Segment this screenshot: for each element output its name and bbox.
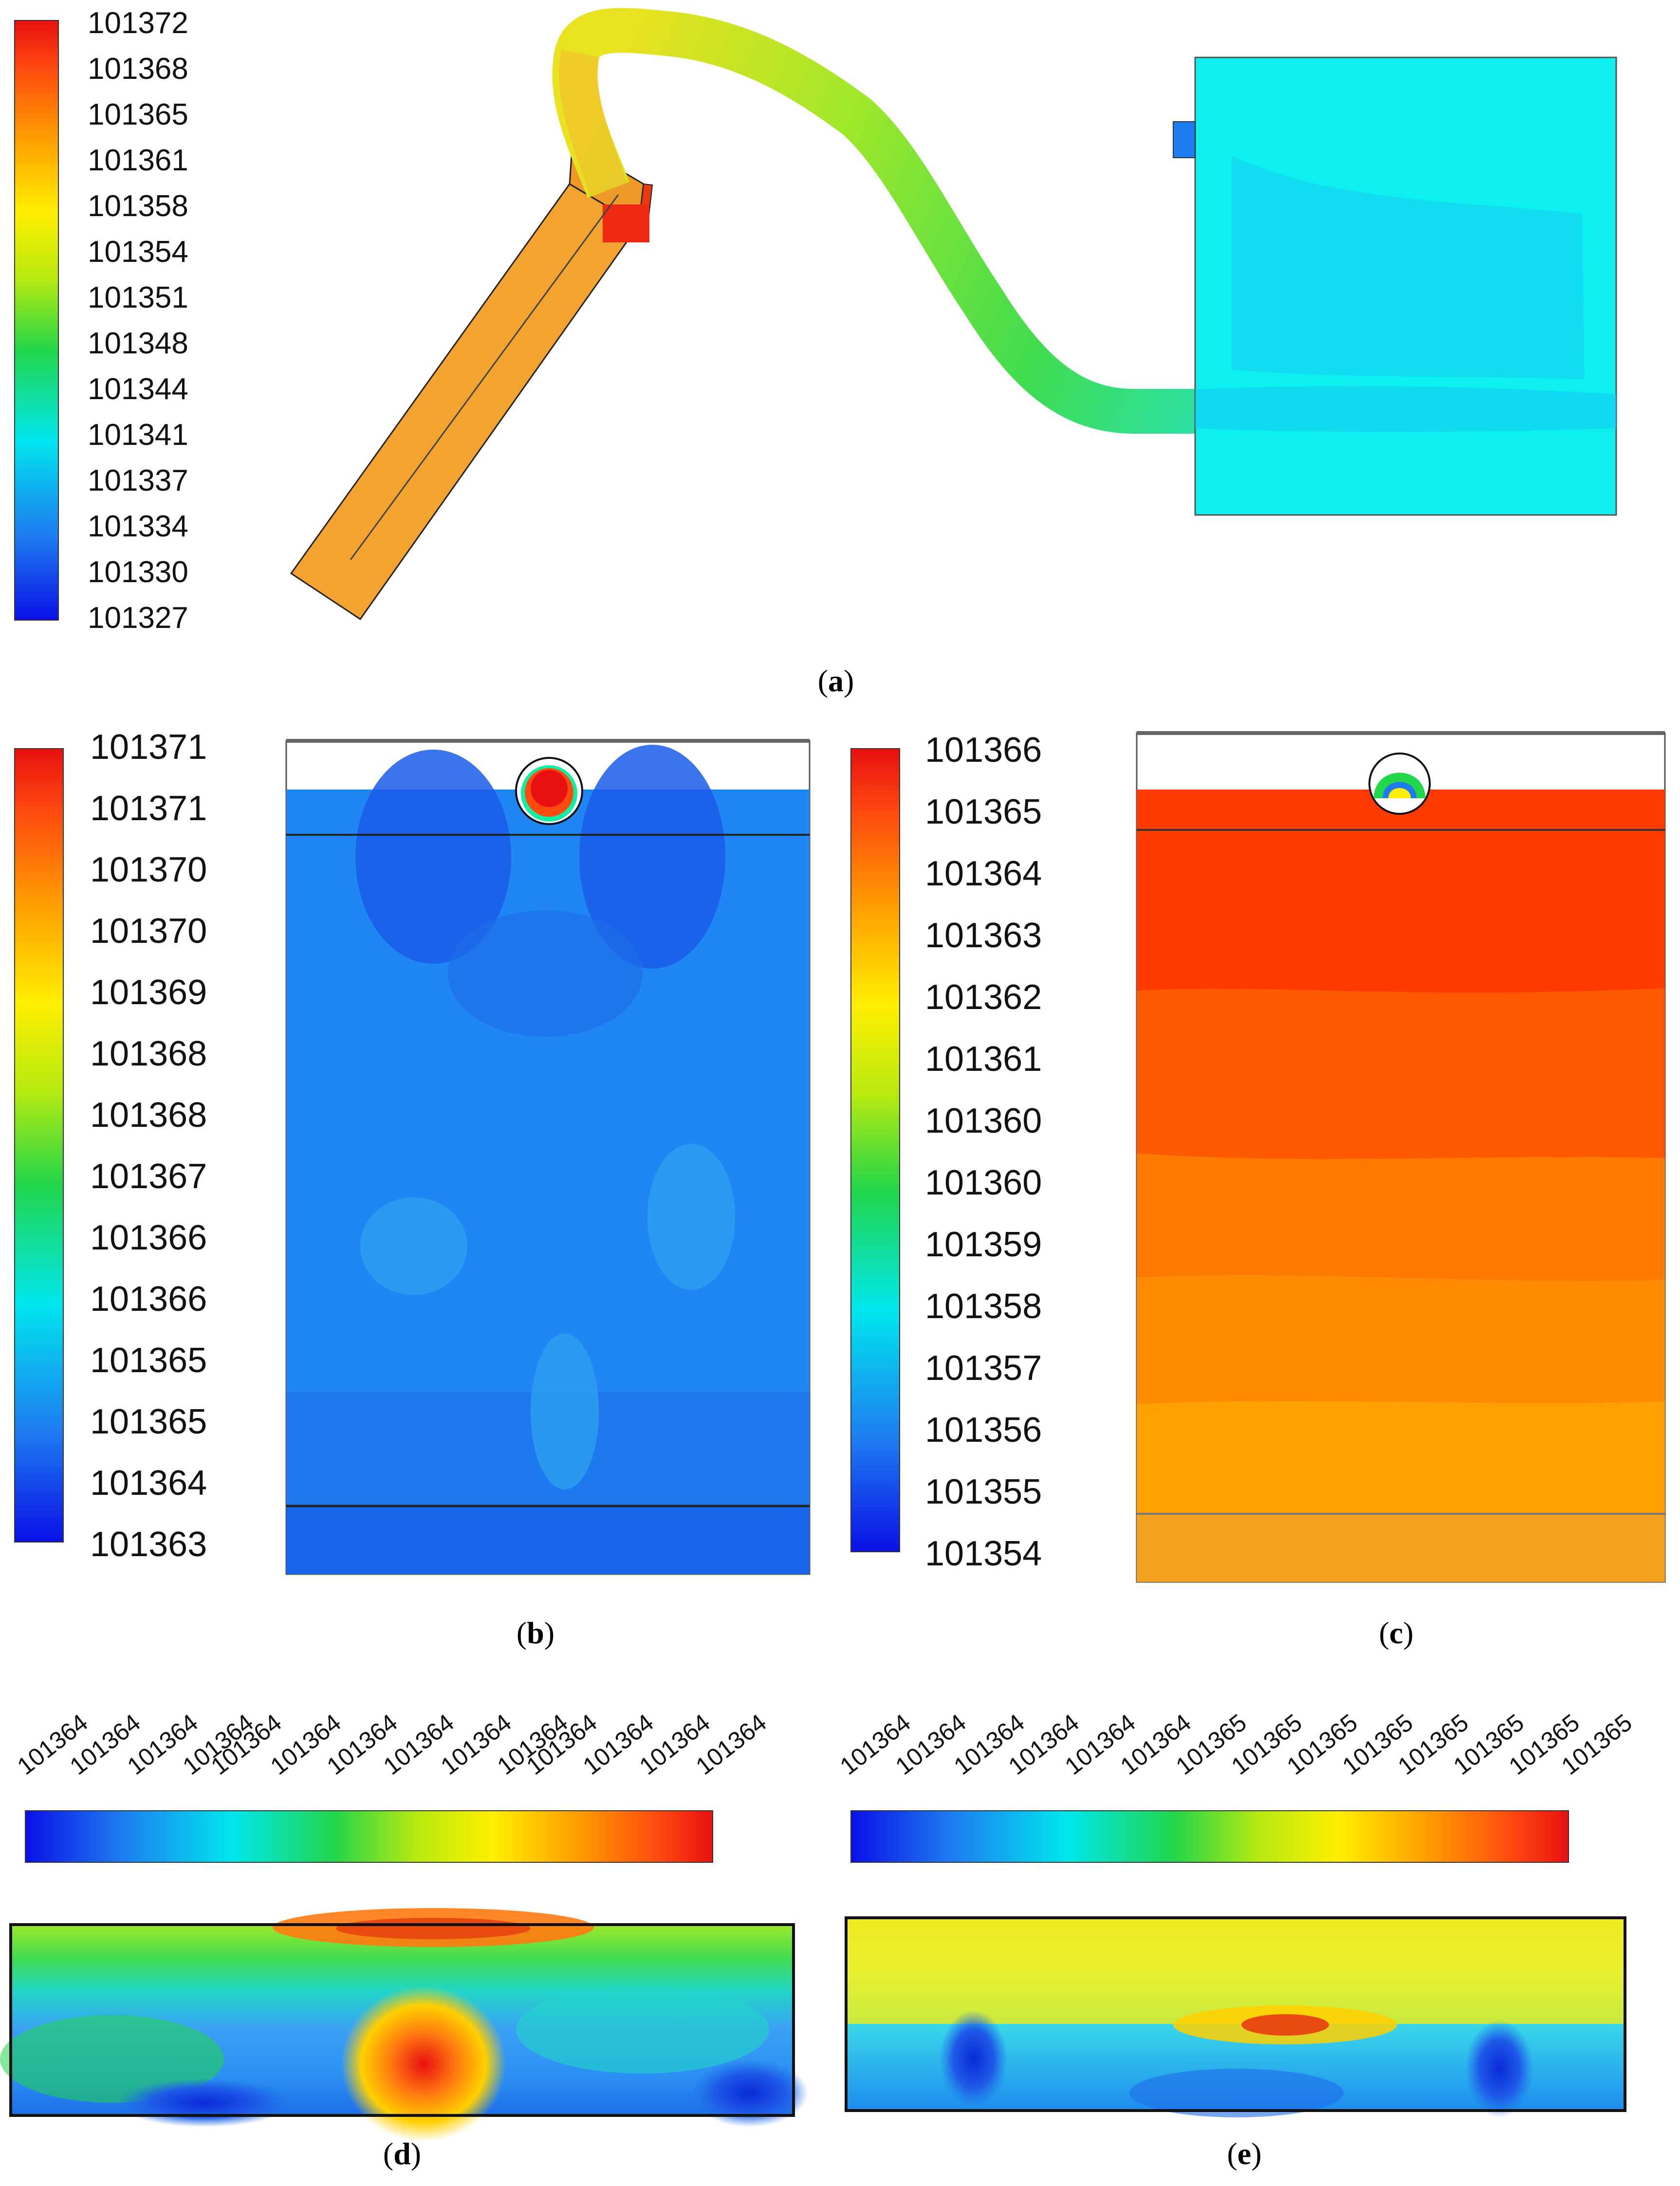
inlet-duct-a	[290, 141, 653, 621]
tick-label: 101366	[925, 731, 1042, 770]
tick-label: 101365	[88, 98, 188, 131]
caption-b-letter: b	[527, 1616, 544, 1650]
tick-label: 101371	[90, 789, 207, 828]
tick-label: 101361	[88, 144, 188, 177]
caption-a: (a)	[817, 663, 854, 698]
tick-label: 101371	[90, 728, 207, 767]
tick-label: 101365	[90, 1402, 207, 1441]
colorbar-d	[25, 1810, 713, 1863]
colorbar-c	[850, 748, 900, 1552]
connecting-pipe-a	[552, 8, 1195, 434]
caption-b: (b)	[516, 1616, 555, 1650]
tick-label: 101364	[925, 854, 1042, 893]
colorbar-e	[850, 1810, 1569, 1863]
colorbar-a	[14, 20, 59, 621]
tick-label: 101360	[925, 1102, 1042, 1140]
tick-label: 101337	[88, 464, 188, 497]
tick-label: 101330	[88, 555, 188, 589]
caption-d-letter: d	[393, 2136, 411, 2171]
tick-label: 101348	[88, 327, 188, 360]
colorbar-a-ticks: 101372 101368 101365 101361 101358 10135…	[88, 6, 234, 635]
colorbar-b-ticks: 101371 101371 101370 101370 101369 10136…	[90, 727, 236, 1564]
tick-label: 101369	[90, 973, 207, 1012]
caption-d: (d)	[383, 2136, 422, 2171]
tick-label: 101364	[90, 1464, 207, 1503]
caption-c: (c)	[1379, 1616, 1414, 1650]
tank-a	[1173, 56, 1617, 516]
tick-label: 101366	[90, 1218, 207, 1257]
tick-label: 101362	[925, 978, 1042, 1017]
tick-label: 101368	[90, 1096, 207, 1135]
tick-label: 101354	[925, 1534, 1042, 1573]
tick-label: 101357	[925, 1349, 1042, 1388]
tick-label: 101354	[88, 235, 188, 269]
caption-e: (e)	[1227, 2136, 1262, 2171]
contour-panel-e	[845, 1916, 1626, 2117]
colorbar-b	[14, 748, 64, 1543]
tick-label: 101368	[88, 52, 188, 86]
tick-label: 101370	[90, 850, 207, 889]
tick-label: 101344	[88, 372, 188, 406]
tick-label: 101372	[88, 6, 188, 40]
tick-label: 101366	[90, 1280, 207, 1319]
colorbar-c-ticks: 101366 101365 101364 101363 101362 10136…	[925, 730, 1071, 1577]
caption-a-letter: a	[828, 663, 844, 698]
tick-label: 101341	[88, 418, 188, 452]
tick-label: 101367	[90, 1157, 207, 1196]
tick-label: 101358	[88, 189, 188, 223]
tick-label: 101361	[925, 1040, 1042, 1079]
caption-e-letter: e	[1237, 2136, 1252, 2171]
contour-panel-b	[285, 739, 811, 1575]
tick-label: 101351	[88, 281, 188, 314]
caption-c-letter: c	[1389, 1616, 1403, 1650]
tick-label: 101358	[925, 1287, 1042, 1326]
tick-label: 101370	[90, 912, 207, 951]
tick-label: 101334	[88, 510, 188, 543]
tick-label: 101359	[925, 1225, 1042, 1264]
tick-label: 101363	[90, 1525, 207, 1564]
tick-label: 101363	[925, 916, 1042, 955]
contour-panel-c	[1136, 731, 1666, 1583]
tick-label: 101360	[925, 1163, 1042, 1202]
tick-label: 101368	[90, 1034, 207, 1073]
tick-label: 101356	[925, 1411, 1042, 1450]
tick-label: 101327	[88, 601, 188, 635]
tick-label: 101355	[925, 1472, 1042, 1511]
tick-label: 101365	[90, 1341, 207, 1380]
tick-label: 101365	[925, 792, 1042, 831]
contour-panel-d	[0, 1908, 808, 2142]
